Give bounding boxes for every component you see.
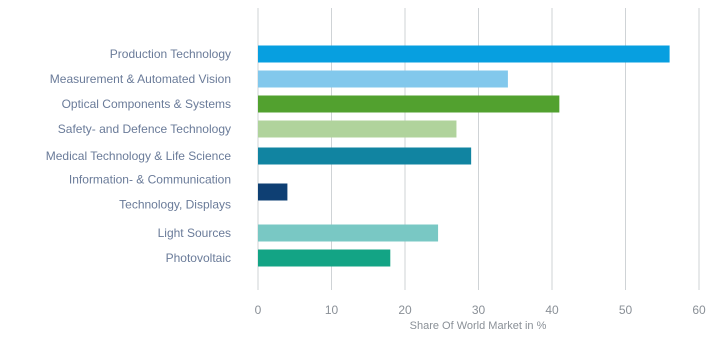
category-label: Measurement & Automated Vision: [50, 72, 231, 86]
x-tick-label: 60: [692, 303, 706, 317]
bar: [258, 147, 472, 165]
bar: [258, 249, 391, 267]
bar: [258, 95, 560, 113]
category-label: Production Technology: [110, 47, 231, 61]
x-tick-label: 20: [398, 303, 412, 317]
category-label: Light Sources: [158, 226, 231, 240]
x-tick-label: 40: [545, 303, 559, 317]
bars: [258, 45, 670, 267]
x-tick-label: 10: [325, 303, 339, 317]
bar: [258, 45, 670, 63]
x-tick-labels: 0 10 20 30 40 50 60: [255, 303, 706, 317]
category-label: Information- & Communication: [69, 173, 231, 187]
bar: [258, 120, 457, 138]
category-label: Photovoltaic: [166, 251, 231, 265]
bar: [258, 224, 439, 242]
x-tick-label: 30: [472, 303, 486, 317]
category-label: Medical Technology & Life Science: [46, 149, 232, 163]
x-tick-label: 0: [255, 303, 262, 317]
x-axis-title: Share Of World Market in %: [410, 320, 547, 332]
bar: [258, 70, 508, 88]
category-labels: Production Technology Measurement & Autom…: [46, 47, 232, 265]
category-label: Safety- and Defence Technology: [58, 122, 231, 136]
x-tick-label: 50: [619, 303, 633, 317]
category-label: Optical Components & Systems: [62, 97, 231, 111]
category-label: Technology, Displays: [119, 198, 231, 212]
bar: [258, 183, 288, 201]
